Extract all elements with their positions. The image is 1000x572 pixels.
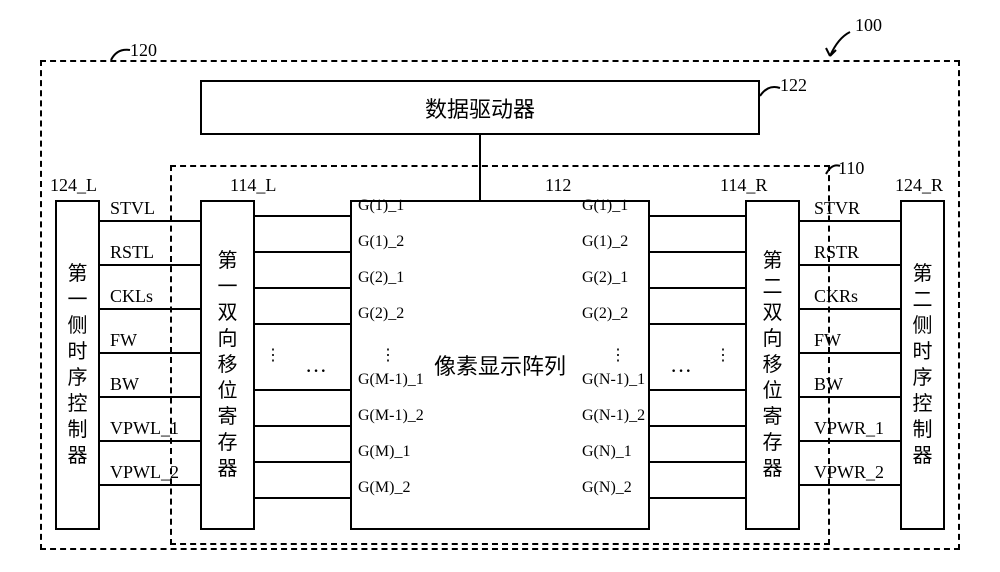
siglabel-R-0: STVR	[814, 198, 860, 219]
ref-122: 122	[780, 75, 807, 96]
siglabel-L-1: RSTL	[110, 242, 154, 263]
data-driver-label: 数据驱动器	[425, 92, 535, 124]
left-controller-box: 第一侧时序控制器	[55, 200, 100, 530]
ref-124R: 124_R	[895, 175, 943, 196]
gline-L-2	[255, 287, 350, 289]
sigline-L-0	[100, 220, 200, 222]
siglabel-L-5: VPWL_1	[110, 418, 179, 439]
data-driver-box: 数据驱动器	[200, 80, 760, 135]
glabel-R-4: G(N-1)_1	[582, 371, 645, 389]
ref-114L: 114_L	[230, 175, 276, 196]
glabel-R-0: G(1)_1	[582, 197, 628, 215]
siglabel-R-6: VPWR_2	[814, 462, 884, 483]
glabel-L-2: G(2)_1	[358, 269, 404, 287]
ref-124L: 124_L	[50, 175, 97, 196]
left-register-box: 第一双向移位寄存器	[200, 200, 255, 530]
gline-L-0	[255, 215, 350, 217]
glabel-L-5: G(M-1)_2	[358, 407, 424, 425]
ref-110-hook	[822, 160, 844, 180]
sigline-R-5	[800, 440, 900, 442]
left-register-label: 第一双向移位寄存器	[218, 248, 238, 482]
glabel-L-4: G(M-1)_1	[358, 371, 424, 389]
gline-R-7	[650, 497, 745, 499]
gline-R-2	[650, 287, 745, 289]
left-controller-label: 第一侧时序控制器	[68, 261, 88, 469]
gline-R-1	[650, 251, 745, 253]
siglabel-R-3: FW	[814, 330, 841, 351]
gline-L-3	[255, 323, 350, 325]
gline-R-3	[650, 323, 745, 325]
vdots-R2: ⋮	[610, 345, 626, 365]
glabel-R-1: G(1)_2	[582, 233, 628, 251]
sigline-L-3	[100, 352, 200, 354]
siglabel-R-2: CKRs	[814, 286, 858, 307]
gline-L-5	[255, 425, 350, 427]
glabel-L-3: G(2)_2	[358, 305, 404, 323]
vdots-R1: ⋮	[715, 345, 731, 365]
vdots-L1: ⋮	[265, 345, 281, 365]
sigline-R-4	[800, 396, 900, 398]
sigline-L-2	[100, 308, 200, 310]
siglabel-L-4: BW	[110, 374, 139, 395]
siglabel-L-2: CKLs	[110, 286, 153, 307]
sigline-R-3	[800, 352, 900, 354]
glabel-R-3: G(2)_2	[582, 305, 628, 323]
siglabel-R-5: VPWR_1	[814, 418, 884, 439]
sigline-L-6	[100, 484, 200, 486]
sigline-R-1	[800, 264, 900, 266]
siglabel-L-3: FW	[110, 330, 137, 351]
glabel-L-6: G(M)_1	[358, 443, 410, 461]
ref-122-hook	[756, 80, 784, 102]
sigline-L-4	[100, 396, 200, 398]
gline-R-5	[650, 425, 745, 427]
siglabel-R-1: RSTR	[814, 242, 859, 263]
gline-L-1	[255, 251, 350, 253]
sigline-R-6	[800, 484, 900, 486]
glabel-R-2: G(2)_1	[582, 269, 628, 287]
diagram-stage: 100 120 数据驱动器 122 110 第一侧时序控制器 124_L 第二侧…	[0, 0, 1000, 572]
ref-120-hook	[105, 42, 135, 67]
ref-112: 112	[545, 175, 571, 196]
right-register-box: 第二双向移位寄存器	[745, 200, 800, 530]
glabel-L-7: G(M)_2	[358, 479, 410, 497]
glabel-R-7: G(N)_2	[582, 479, 632, 497]
siglabel-L-6: VPWL_2	[110, 462, 179, 483]
gline-R-4	[650, 389, 745, 391]
right-controller-box: 第二侧时序控制器	[900, 200, 945, 530]
vdots-L2: ⋮	[380, 345, 396, 365]
gline-L-4	[255, 389, 350, 391]
right-register-label: 第二双向移位寄存器	[763, 248, 783, 482]
hdots-left: ···	[305, 358, 327, 384]
ref-114R: 114_R	[720, 175, 767, 196]
siglabel-L-0: STVL	[110, 198, 155, 219]
right-controller-label: 第二侧时序控制器	[913, 261, 933, 469]
gline-R-0	[650, 215, 745, 217]
gline-R-6	[650, 461, 745, 463]
siglabel-R-4: BW	[814, 374, 843, 395]
glabel-R-5: G(N-1)_2	[582, 407, 645, 425]
glabel-L-0: G(1)_1	[358, 197, 404, 215]
sigline-R-2	[800, 308, 900, 310]
hdots-right: ···	[670, 358, 692, 384]
glabel-L-1: G(1)_2	[358, 233, 404, 251]
glabel-R-6: G(N)_1	[582, 443, 632, 461]
sigline-L-5	[100, 440, 200, 442]
pixel-array-label: 像素显示阵列	[434, 349, 566, 381]
sigline-L-1	[100, 264, 200, 266]
gline-L-6	[255, 461, 350, 463]
sigline-R-0	[800, 220, 900, 222]
gline-L-7	[255, 497, 350, 499]
